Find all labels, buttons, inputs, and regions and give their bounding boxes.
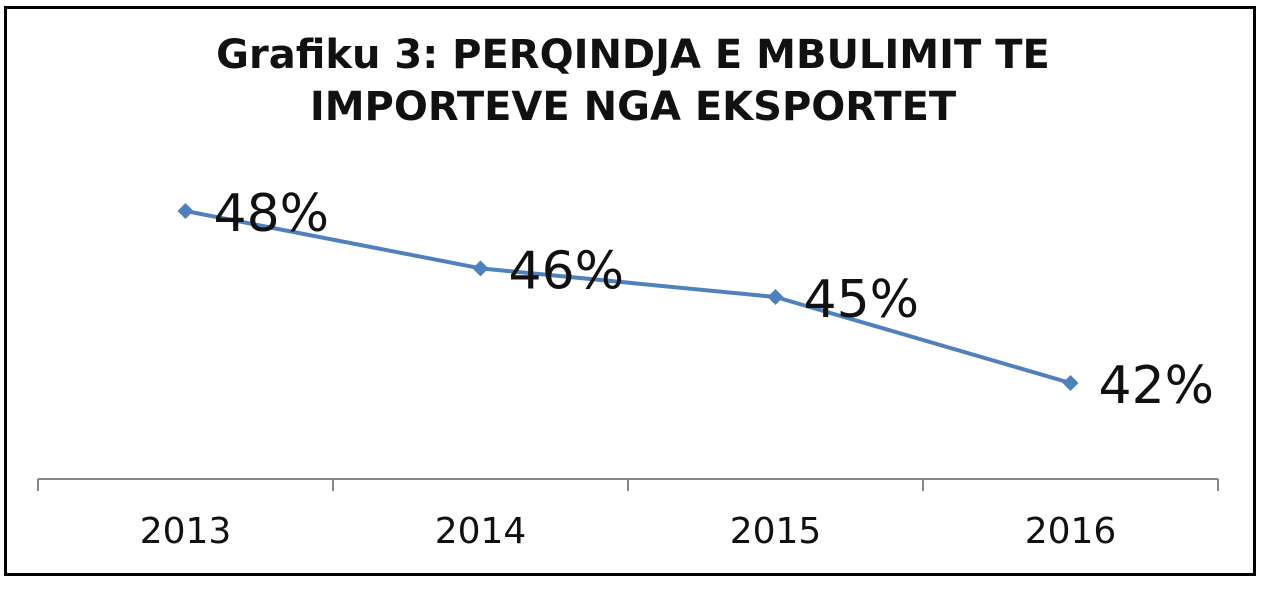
chart-title: Grafiku 3: PERQINDJA E MBULIMIT TE IMPOR… <box>7 29 1259 133</box>
data-point-2016 <box>1062 375 1079 391</box>
data-point-2013 <box>177 203 194 219</box>
data-point-2014 <box>472 260 489 277</box>
series-line <box>183 209 1073 385</box>
data-point-2015 <box>767 289 784 305</box>
x-tick-label-2015: 2015 <box>730 511 822 552</box>
chart-title-line-1: Grafiku 3: PERQINDJA E MBULIMIT TE <box>216 32 1050 78</box>
data-label-2016: 42% <box>1099 356 1215 416</box>
data-label-2015: 45% <box>804 270 920 330</box>
chart-frame: Grafiku 3: PERQINDJA E MBULIMIT TE IMPOR… <box>4 6 1256 576</box>
x-tick-label-2014: 2014 <box>435 511 527 552</box>
x-tick-label-2013: 2013 <box>140 511 232 552</box>
data-label-2013: 48% <box>214 184 330 244</box>
data-label-2014: 46% <box>509 241 625 301</box>
x-tick-label-2016: 2016 <box>1025 511 1117 552</box>
chart-title-line-2: IMPORTEVE NGA EKSPORTET <box>309 84 957 130</box>
